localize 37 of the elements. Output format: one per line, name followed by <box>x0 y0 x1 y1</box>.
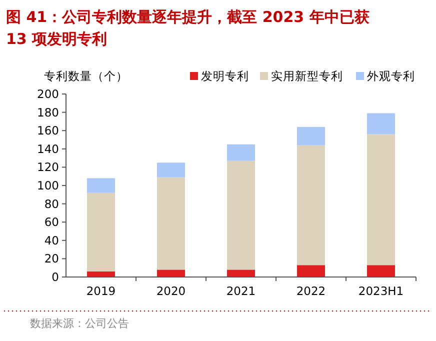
bar <box>227 160 255 270</box>
bar <box>297 126 325 146</box>
bar <box>87 272 115 277</box>
y-tick-label: 40 <box>44 233 59 248</box>
y-tick-label: 120 <box>37 160 59 174</box>
y-tick-label: 160 <box>37 124 59 138</box>
y-tick-label: 180 <box>37 105 59 120</box>
y-tick-label: 60 <box>44 215 59 230</box>
bar <box>227 144 255 161</box>
x-tick-label: 2019 <box>86 284 116 298</box>
source-note: 数据来源：公司公告 <box>30 317 129 330</box>
bar <box>367 265 395 277</box>
y-tick-label: 20 <box>44 252 59 266</box>
bar <box>157 177 185 270</box>
bar <box>227 270 255 277</box>
bar <box>297 145 325 266</box>
x-tick-label: 2022 <box>296 284 326 298</box>
legend-label: 发明专利 <box>201 69 249 83</box>
bar <box>367 113 395 134</box>
y-tick-label: 80 <box>44 196 59 211</box>
bar <box>297 265 325 277</box>
x-tick-label: 2023H1 <box>358 284 404 298</box>
bar <box>157 162 185 178</box>
y-tick-label: 0 <box>52 270 59 284</box>
legend-label: 实用新型专利 <box>271 69 343 83</box>
y-tick-label: 140 <box>37 142 59 156</box>
chart-title: 图 41：公司专利数量逐年提升，截至 2023 年中已获 13 项发明专利 <box>6 8 370 48</box>
bar <box>87 192 115 272</box>
y-tick-label: 100 <box>37 178 59 193</box>
bar <box>87 178 115 193</box>
bar <box>157 270 185 277</box>
y-tick-label: 200 <box>37 87 59 102</box>
x-tick-label: 2021 <box>226 284 256 298</box>
legend-label: 外观专利 <box>367 69 415 83</box>
y-axis-title: 专利数量（个） <box>44 69 128 83</box>
x-tick-label: 2020 <box>156 284 186 298</box>
bar <box>367 134 395 266</box>
